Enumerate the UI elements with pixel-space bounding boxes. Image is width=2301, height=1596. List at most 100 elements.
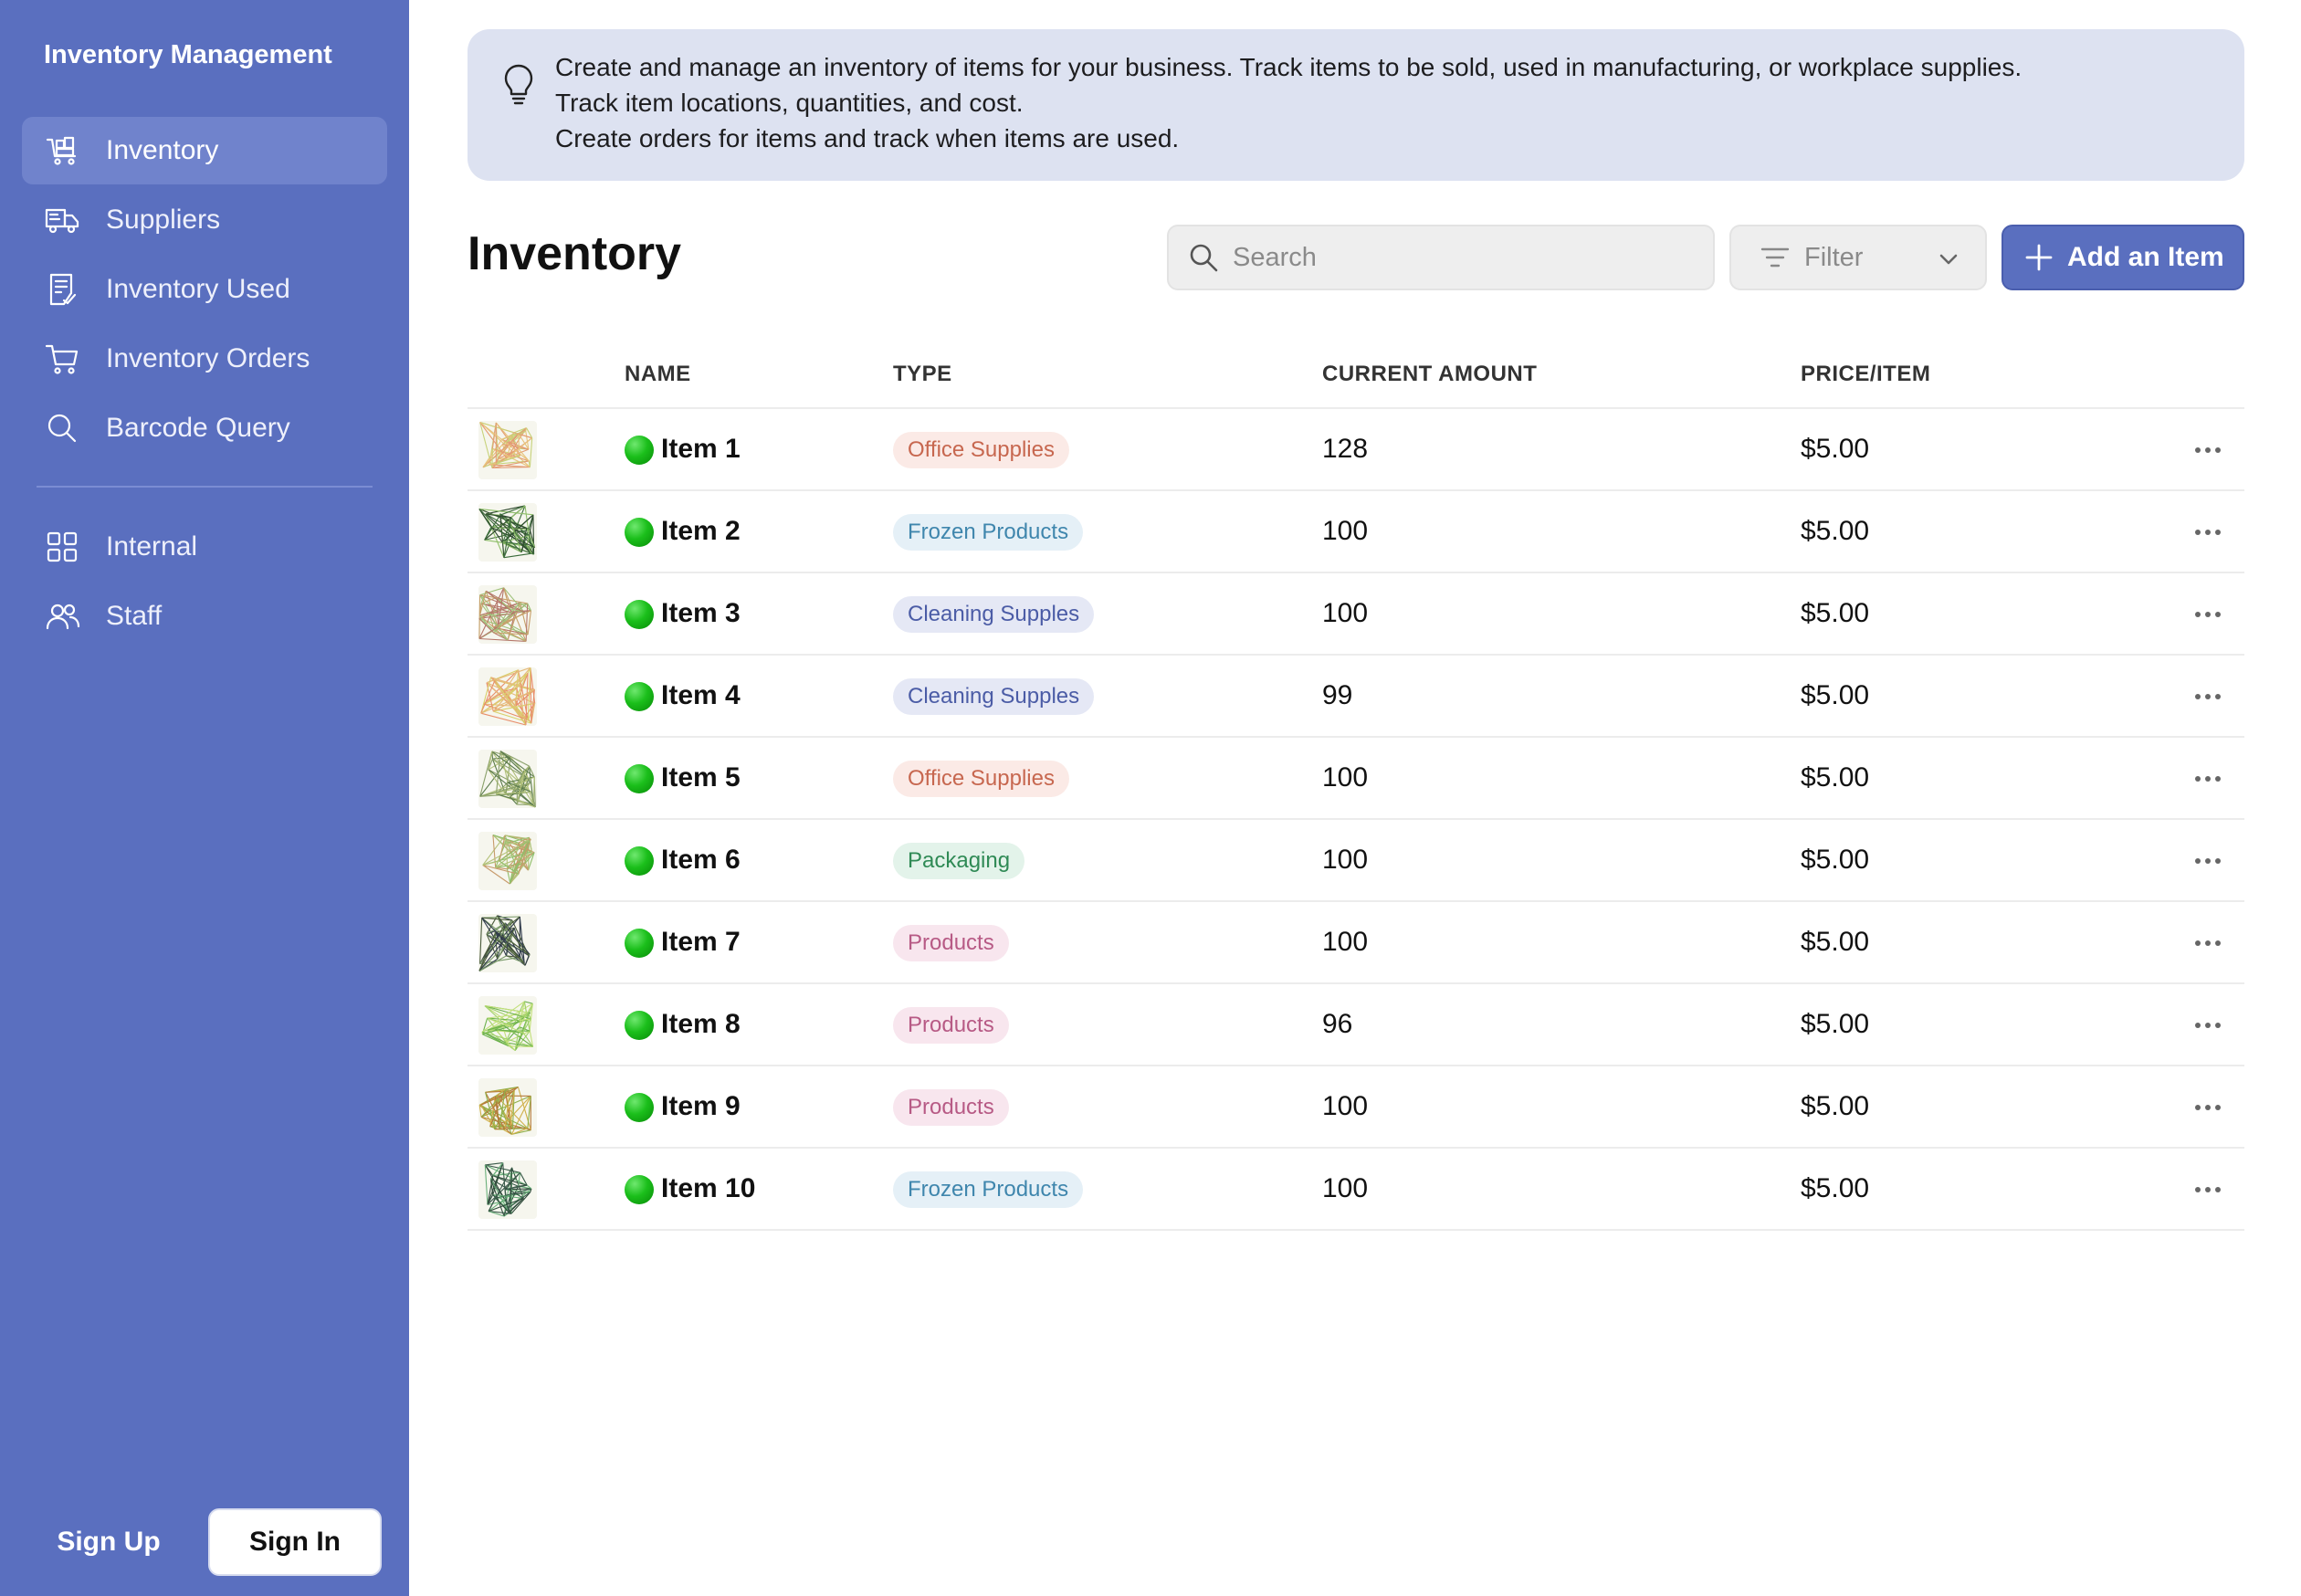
price-per-item: $5.00 [1801, 598, 1870, 628]
sidebar-item-inventory-used[interactable]: Inventory Used [22, 256, 387, 323]
item-name[interactable]: Item 7 [661, 927, 741, 957]
item-thumbnail[interactable] [478, 503, 537, 562]
price-per-item: $5.00 [1801, 1173, 1870, 1203]
item-name[interactable]: Item 10 [661, 1173, 756, 1203]
item-name[interactable]: Item 5 [661, 762, 741, 793]
column-header-price-item[interactable]: PRICE/ITEM [1801, 362, 1931, 386]
current-amount: 100 [1322, 598, 1369, 628]
item-name[interactable]: Item 1 [661, 434, 741, 464]
status-dot-icon [625, 518, 654, 547]
chevron-down-icon [1936, 247, 1961, 272]
more-options-icon[interactable] [2190, 763, 2226, 794]
price-per-item: $5.00 [1801, 434, 1870, 464]
more-options-icon[interactable] [2190, 928, 2226, 959]
status-dot-icon [625, 846, 654, 876]
column-header-name[interactable]: NAME [625, 362, 691, 386]
more-options-icon[interactable] [2190, 681, 2226, 712]
add-item-button[interactable]: Add an Item [2002, 225, 2244, 290]
item-name[interactable]: Item 2 [661, 516, 741, 546]
item-thumbnail[interactable] [478, 1160, 537, 1219]
current-amount: 100 [1322, 516, 1369, 546]
column-header-type[interactable]: TYPE [893, 362, 952, 386]
search-icon [1187, 241, 1220, 274]
column-header-current-amount[interactable]: CURRENT AMOUNT [1322, 362, 1538, 386]
sidebar-item-label: Inventory [106, 135, 219, 165]
current-amount: 128 [1322, 434, 1369, 464]
more-options-icon[interactable] [2190, 1174, 2226, 1205]
sidebar-item-label: Barcode Query [106, 413, 290, 443]
status-dot-icon [625, 1011, 654, 1040]
item-thumbnail[interactable] [478, 585, 537, 644]
table-row[interactable]: Item 7 Products 100 $5.00 [468, 902, 2244, 984]
sidebar-item-suppliers[interactable]: Suppliers [22, 186, 387, 254]
type-badge: Packaging [893, 843, 1025, 879]
item-thumbnail[interactable] [478, 996, 537, 1055]
status-dot-icon [625, 600, 654, 629]
current-amount: 100 [1322, 845, 1369, 875]
item-thumbnail[interactable] [478, 750, 537, 808]
more-options-icon[interactable] [2190, 599, 2226, 630]
sidebar-nav: Inventory Suppliers Inventory Used Inven… [22, 117, 387, 652]
search-icon [44, 410, 80, 446]
item-thumbnail[interactable] [478, 421, 537, 479]
item-name[interactable]: Item 3 [661, 598, 741, 628]
sidebar-item-label: Staff [106, 601, 163, 631]
banner-line: Create and manage an inventory of items … [555, 53, 2023, 81]
item-name[interactable]: Item 6 [661, 845, 741, 875]
table-header: NAME TYPE CURRENT AMOUNT PRICE/ITEM [468, 347, 2244, 409]
item-name[interactable]: Item 8 [661, 1009, 741, 1039]
type-badge: Products [893, 1089, 1009, 1126]
type-badge: Cleaning Supples [893, 678, 1095, 715]
search-input[interactable] [1233, 242, 1689, 273]
banner-line: Create orders for items and track when i… [555, 124, 1180, 152]
table-row[interactable]: Item 10 Frozen Products 100 $5.00 [468, 1149, 2244, 1231]
status-dot-icon [625, 436, 654, 465]
table-row[interactable]: Item 6 Packaging 100 $5.00 [468, 820, 2244, 902]
sign-up-button[interactable]: Sign Up [57, 1527, 161, 1557]
more-options-icon[interactable] [2190, 435, 2226, 466]
inventory-cart-icon [44, 132, 80, 169]
type-badge: Products [893, 1007, 1009, 1044]
price-per-item: $5.00 [1801, 680, 1870, 710]
sidebar-item-label: Inventory Used [106, 274, 290, 304]
banner-line: Track item locations, quantities, and co… [555, 89, 1024, 117]
item-thumbnail[interactable] [478, 1078, 537, 1137]
sidebar-item-label: Internal [106, 531, 198, 562]
current-amount: 100 [1322, 762, 1369, 793]
price-per-item: $5.00 [1801, 516, 1870, 546]
table-row[interactable]: Item 9 Products 100 $5.00 [468, 1066, 2244, 1149]
more-options-icon[interactable] [2190, 1092, 2226, 1123]
filter-dropdown[interactable]: Filter [1729, 225, 1987, 290]
users-icon [44, 598, 80, 635]
table-row[interactable]: Item 1 Office Supplies 128 $5.00 [468, 409, 2244, 491]
info-banner: Create and manage an inventory of items … [468, 29, 2244, 181]
sidebar-divider [37, 486, 373, 488]
auth-buttons: Sign Up Sign In [22, 1508, 387, 1576]
more-options-icon[interactable] [2190, 517, 2226, 548]
more-options-icon[interactable] [2190, 845, 2226, 877]
sign-in-button[interactable]: Sign In [208, 1508, 382, 1576]
table-row[interactable]: Item 5 Office Supplies 100 $5.00 [468, 738, 2244, 820]
type-badge: Office Supplies [893, 761, 1069, 797]
item-name[interactable]: Item 9 [661, 1091, 741, 1121]
price-per-item: $5.00 [1801, 1091, 1870, 1121]
sidebar-item-inventory-orders[interactable]: Inventory Orders [22, 325, 387, 393]
search-box[interactable] [1167, 225, 1715, 290]
sidebar: Inventory Management Inventory Suppliers… [0, 0, 409, 1596]
more-options-icon[interactable] [2190, 1010, 2226, 1041]
item-thumbnail[interactable] [478, 667, 537, 726]
item-thumbnail[interactable] [478, 914, 537, 972]
app-title: Inventory Management [44, 40, 332, 69]
current-amount: 96 [1322, 1009, 1353, 1039]
table-row[interactable]: Item 3 Cleaning Supples 100 $5.00 [468, 573, 2244, 656]
sidebar-item-internal[interactable]: Internal [22, 513, 387, 581]
sidebar-item-staff[interactable]: Staff [22, 583, 387, 650]
sidebar-item-barcode-query[interactable]: Barcode Query [22, 394, 387, 462]
sidebar-item-inventory[interactable]: Inventory [22, 117, 387, 184]
table-row[interactable]: Item 2 Frozen Products 100 $5.00 [468, 491, 2244, 573]
table-row[interactable]: Item 8 Products 96 $5.00 [468, 984, 2244, 1066]
item-thumbnail[interactable] [478, 832, 537, 890]
table-row[interactable]: Item 4 Cleaning Supples 99 $5.00 [468, 656, 2244, 738]
filter-label: Filter [1804, 242, 1864, 272]
item-name[interactable]: Item 4 [661, 680, 741, 710]
